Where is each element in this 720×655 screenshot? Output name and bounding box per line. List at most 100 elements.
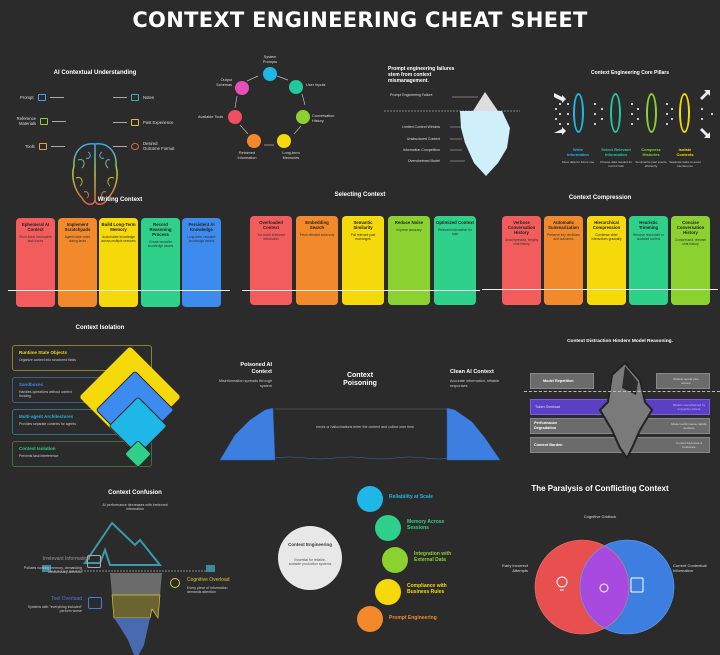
toolbox-icon [38,143,47,150]
cycle-arrows [234,75,306,146]
pillar-title: Compress Histories [641,147,661,157]
clean-desc: Accurate information, reliable responses [450,379,500,388]
iceberg-label: Limited Context Window [402,125,440,129]
ground-line [482,289,718,290]
section-title: Writing Context [97,197,143,203]
section-title: Context Isolation [75,325,125,331]
irrelevant-title: Irrelevant Information [42,556,90,562]
pillar-ring-write [573,93,584,133]
card-selecting: Overloaded Context Too much irrelevant in… [250,216,292,305]
venn-diagram [534,539,675,635]
pillar-title: Write Information [567,147,589,157]
card-selecting: Optimized Context Relevant information fo… [434,216,476,305]
distraction-row: Model Repetition [530,373,594,389]
card-selecting: Semantic Similarity Pull relevant past ex… [342,216,384,305]
iceberg-graphic [384,92,520,176]
arrow-icon [113,145,127,147]
iceberg-label: Information Competition [402,148,440,152]
ce-item-label: Compliance with Business Rules [407,583,447,595]
card-selecting: Reduce Noise Improve accuracy [388,216,430,305]
isolation-item: Context Isolation Prevents task interfere… [12,441,152,467]
cycle-node-output-schemas [235,81,249,95]
cycle-node-user-inputs [289,80,303,94]
ai-understanding-panel: AI Contextual Understanding [0,55,190,205]
pillar-desc: Summarize past events efficiently [635,160,667,168]
card-writing: Record Reasoning Process Create reusable … [141,218,180,307]
input-notes: Notes [113,94,154,101]
cycle-label: Available Tools [198,115,224,119]
bridge-caption: errors or hallucinations enter the conte… [315,425,415,429]
cycle-label: System Prompts [262,55,278,64]
cycle-label: Long-term Memories [282,151,300,160]
lightbulb-icon [170,578,180,588]
notes-icon [131,94,139,101]
tool-overload-desc: Systems with "everything included" perfo… [27,605,82,614]
ce-item-label: Prompt Engineering [389,615,437,621]
cognitive-desc: Every piece of information demands atten… [187,586,228,595]
arrow-icon [113,122,127,123]
card-compression: Concise Conversation History Compressed, … [671,216,710,305]
section-title: Context Engineering Core Pillars [590,70,670,76]
poisoned-title: Poisoned AI Context [240,362,272,375]
context-cycle-diagram: System Prompts User Inputs Conversation … [190,50,370,190]
input-desired-outcome: Desired Outcome Format [113,141,175,151]
target-icon [131,142,139,150]
iceberg-label: Unstructured Context [406,137,440,141]
arrow-icon [52,120,66,122]
arrow-icon [113,97,127,98]
poisoned-desc: Misinformation spreads through system [218,379,272,388]
ground-line [242,290,480,291]
card-writing: Implement Scratchpads Agents take notes d… [58,218,97,307]
ce-hub-circle: Context Engineering Essential for reliab… [278,526,342,590]
tool-overload-title: Tool Overload [51,596,82,602]
memory-icon [375,515,401,541]
distraction-iceberg [598,361,654,460]
section-title: Selecting Context [334,192,386,198]
music-doc-icon [87,555,101,568]
section-title: Context Distraction Hinders Model Reason… [567,339,673,344]
venn-right-label: Current Contextual Information [673,563,707,573]
brain-icon [72,143,118,205]
card-writing: Persistent AI Knowledge Long-term, reusab… [182,218,221,307]
toolbox-icon [88,597,102,609]
core-pillars-panel: Context Engineering Core Pillars Write I… [540,60,720,180]
pillar-desc: Store data for future use [561,160,595,164]
cognitive-title: Cognitive Overload [187,577,230,583]
ground-line [8,290,230,291]
pillar-desc: Separate tasks to avoid interference [669,160,701,168]
page-title: CONTEXT ENGINEERING CHEAT SHEET [132,8,588,32]
venn-left-label: Early Incorrect Attempts [502,563,528,573]
poisoning-title: Context Poisoning [343,372,377,388]
card-writing: Ephemeral AI Context Short-lived, incompl… [16,218,55,307]
arrow-icon [50,146,65,147]
ce-item-label: Integration with External Data [414,551,452,563]
pillar-title: Isolate Contexts [676,147,694,157]
cycle-node-available-tools [228,110,242,124]
venn-title: The Paralysis of Conflicting Context [531,484,669,493]
iceberg-panel: Prompt engineering failures stem from co… [370,60,540,180]
card-compression: Automatic Summarization Preserve key deci… [544,216,583,305]
isolation-item: Runtime State Objects Organize context in… [12,345,152,371]
waterline [524,391,720,392]
prompt-engineering-icon [357,606,383,632]
scale-icon [357,486,383,512]
pillar-ring-compress [646,93,657,133]
document-icon [40,117,48,125]
pillar-title: Select Relevant Information [601,147,631,157]
input-tools: Tools [25,143,65,150]
confusion-iceberg [42,521,215,655]
cycle-node-long-term-memories [277,134,291,148]
card-selecting: Embedding Search Fetch relevant tools onl… [296,216,338,305]
arrow-icon [49,97,64,98]
prompt-icon [37,94,46,101]
clean-title: Clean AI Context [450,369,494,375]
confusion-subtitle: AI performance decreases with irrelevant… [102,503,168,511]
card-writing: Build Long-Term Memory Accumulate knowled… [99,218,138,307]
iceberg-top-label: Prompt Engineering Failure [390,93,433,97]
cycle-node-retrieved-information [247,134,261,148]
input-prompt: Prompt [20,94,64,101]
cycle-node-conversation-history [296,110,310,124]
integration-icon [382,547,408,573]
iceberg-label: Overwhelmed Model [407,159,440,163]
cycle-label: Retrieved Information [237,151,257,160]
